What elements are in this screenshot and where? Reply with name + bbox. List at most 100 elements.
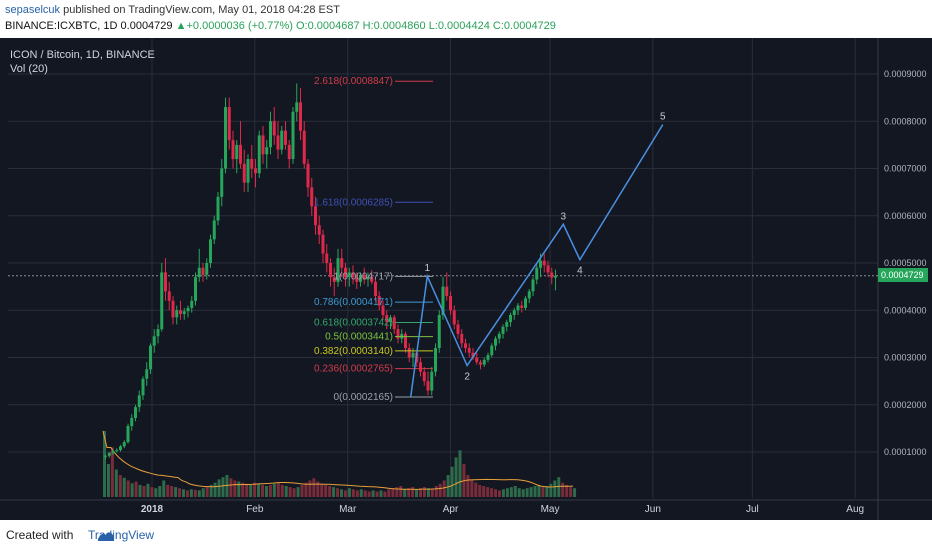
volume-bar xyxy=(340,489,343,497)
candle-body xyxy=(104,455,107,457)
price-chart[interactable]: 0.0001000 0.0002000 0.0003000 0.0004000 0.00… xyxy=(0,38,932,520)
volume-bar xyxy=(501,489,505,497)
candle-body xyxy=(227,107,231,141)
y-tick-label: 0.0004000 xyxy=(884,305,927,315)
volume-bar xyxy=(565,484,569,497)
candle-body xyxy=(145,369,149,379)
fib-level-label: 2.618(0.0008847) xyxy=(314,76,393,87)
volume-bar xyxy=(442,480,446,497)
candle-body xyxy=(445,286,449,297)
volume-bar xyxy=(545,486,549,497)
candle-body xyxy=(509,314,512,323)
volume-bar xyxy=(513,486,517,497)
tradingview-brand[interactable]: TradingView xyxy=(88,528,155,542)
chart-title: ICON / Bitcoin, 1D, BINANCE xyxy=(10,49,155,61)
fib-level-label: 1(0.0004717) xyxy=(334,271,394,282)
volume-bar xyxy=(142,486,146,497)
candle-body xyxy=(141,378,145,396)
wave-point-label: 3 xyxy=(561,211,567,222)
candle-body xyxy=(269,121,272,148)
candle-body xyxy=(306,163,310,188)
elliott-wave-line[interactable] xyxy=(409,124,664,398)
volume-bar xyxy=(363,490,367,497)
volume-bar xyxy=(367,491,371,497)
candle-body xyxy=(254,168,257,174)
candle-body xyxy=(374,281,377,297)
volume-bar xyxy=(549,483,553,497)
volume-bar xyxy=(430,489,434,497)
volume-bar xyxy=(237,481,241,497)
fib-level-label: 0(0.0002165) xyxy=(334,392,394,403)
candle-body xyxy=(302,130,306,164)
volume-bar xyxy=(347,488,351,497)
candle-body xyxy=(482,359,486,365)
y-tick-label: 0.0006000 xyxy=(884,211,927,221)
volume-bar xyxy=(261,484,264,497)
volume-bar xyxy=(403,489,407,497)
candle-body xyxy=(216,196,220,221)
volume-bar xyxy=(122,477,126,497)
candle-body xyxy=(426,381,430,391)
candle-body xyxy=(377,296,381,306)
candle-body xyxy=(205,263,209,275)
candle-body xyxy=(182,311,186,315)
volume-bar xyxy=(351,489,355,497)
volume-bar xyxy=(126,480,130,497)
volume-bar xyxy=(470,479,474,497)
volume-bar xyxy=(450,466,454,497)
volume-bar xyxy=(533,486,537,497)
volume-bar xyxy=(521,489,525,497)
candle-body xyxy=(175,310,179,318)
wave-point-label: 2 xyxy=(464,372,470,383)
volume-bar xyxy=(138,484,142,497)
candle-body xyxy=(542,260,546,266)
candle-body xyxy=(276,135,280,150)
volume-bar xyxy=(482,486,486,497)
candle-body xyxy=(156,329,160,337)
publish-header: sepaselcuk published on TradingView.com,… xyxy=(0,0,932,38)
candle-body xyxy=(295,102,299,112)
candle-body xyxy=(194,277,197,301)
candle-body xyxy=(197,267,201,278)
volume-bar xyxy=(268,484,272,497)
volume-bar xyxy=(296,487,300,497)
volume-bar xyxy=(205,486,209,497)
ohlc-values: O:0.0004687 H:0.0004860 L:0.0004424 C:0.… xyxy=(295,20,556,32)
y-tick-label: 0.0007000 xyxy=(884,164,927,174)
volume-bar xyxy=(110,447,114,497)
volume-bar xyxy=(276,482,280,497)
volume-indicator-label[interactable]: Vol (20) xyxy=(10,63,48,75)
volume-bar xyxy=(454,457,458,497)
volume-bar xyxy=(458,450,462,497)
y-tick-label: 0.0009000 xyxy=(884,69,927,79)
wave-point-label: 1 xyxy=(425,263,431,274)
volume-bar xyxy=(529,487,533,497)
volume-bar xyxy=(490,488,494,497)
candle-body xyxy=(497,333,501,339)
candle-body xyxy=(167,291,171,301)
candle-body xyxy=(359,274,362,282)
candle-body xyxy=(122,442,126,447)
volume-bar xyxy=(391,488,395,497)
volume-bar xyxy=(185,490,189,497)
candle-body xyxy=(111,451,115,453)
symbol-info: BINANCE:ICXBTC, 1D xyxy=(5,20,118,32)
volume-bar xyxy=(375,491,379,497)
volume-bar xyxy=(130,483,134,497)
publisher-link[interactable]: sepaselcuk xyxy=(5,4,61,16)
candle-body xyxy=(535,267,539,280)
candle-body xyxy=(392,317,396,330)
candle-body xyxy=(179,310,182,315)
volume-bar xyxy=(233,480,237,497)
volume-bar xyxy=(379,490,383,497)
volume-bar xyxy=(213,482,217,497)
chart-area[interactable] xyxy=(0,38,932,520)
tradingview-logo-icon[interactable] xyxy=(66,527,146,543)
candle-body xyxy=(550,272,554,278)
volume-ma-line xyxy=(102,430,574,490)
volume-bar xyxy=(557,477,561,497)
volume-bar xyxy=(466,475,470,497)
candle-body xyxy=(257,135,261,174)
volume-bar xyxy=(193,489,197,497)
candle-body xyxy=(134,407,137,418)
